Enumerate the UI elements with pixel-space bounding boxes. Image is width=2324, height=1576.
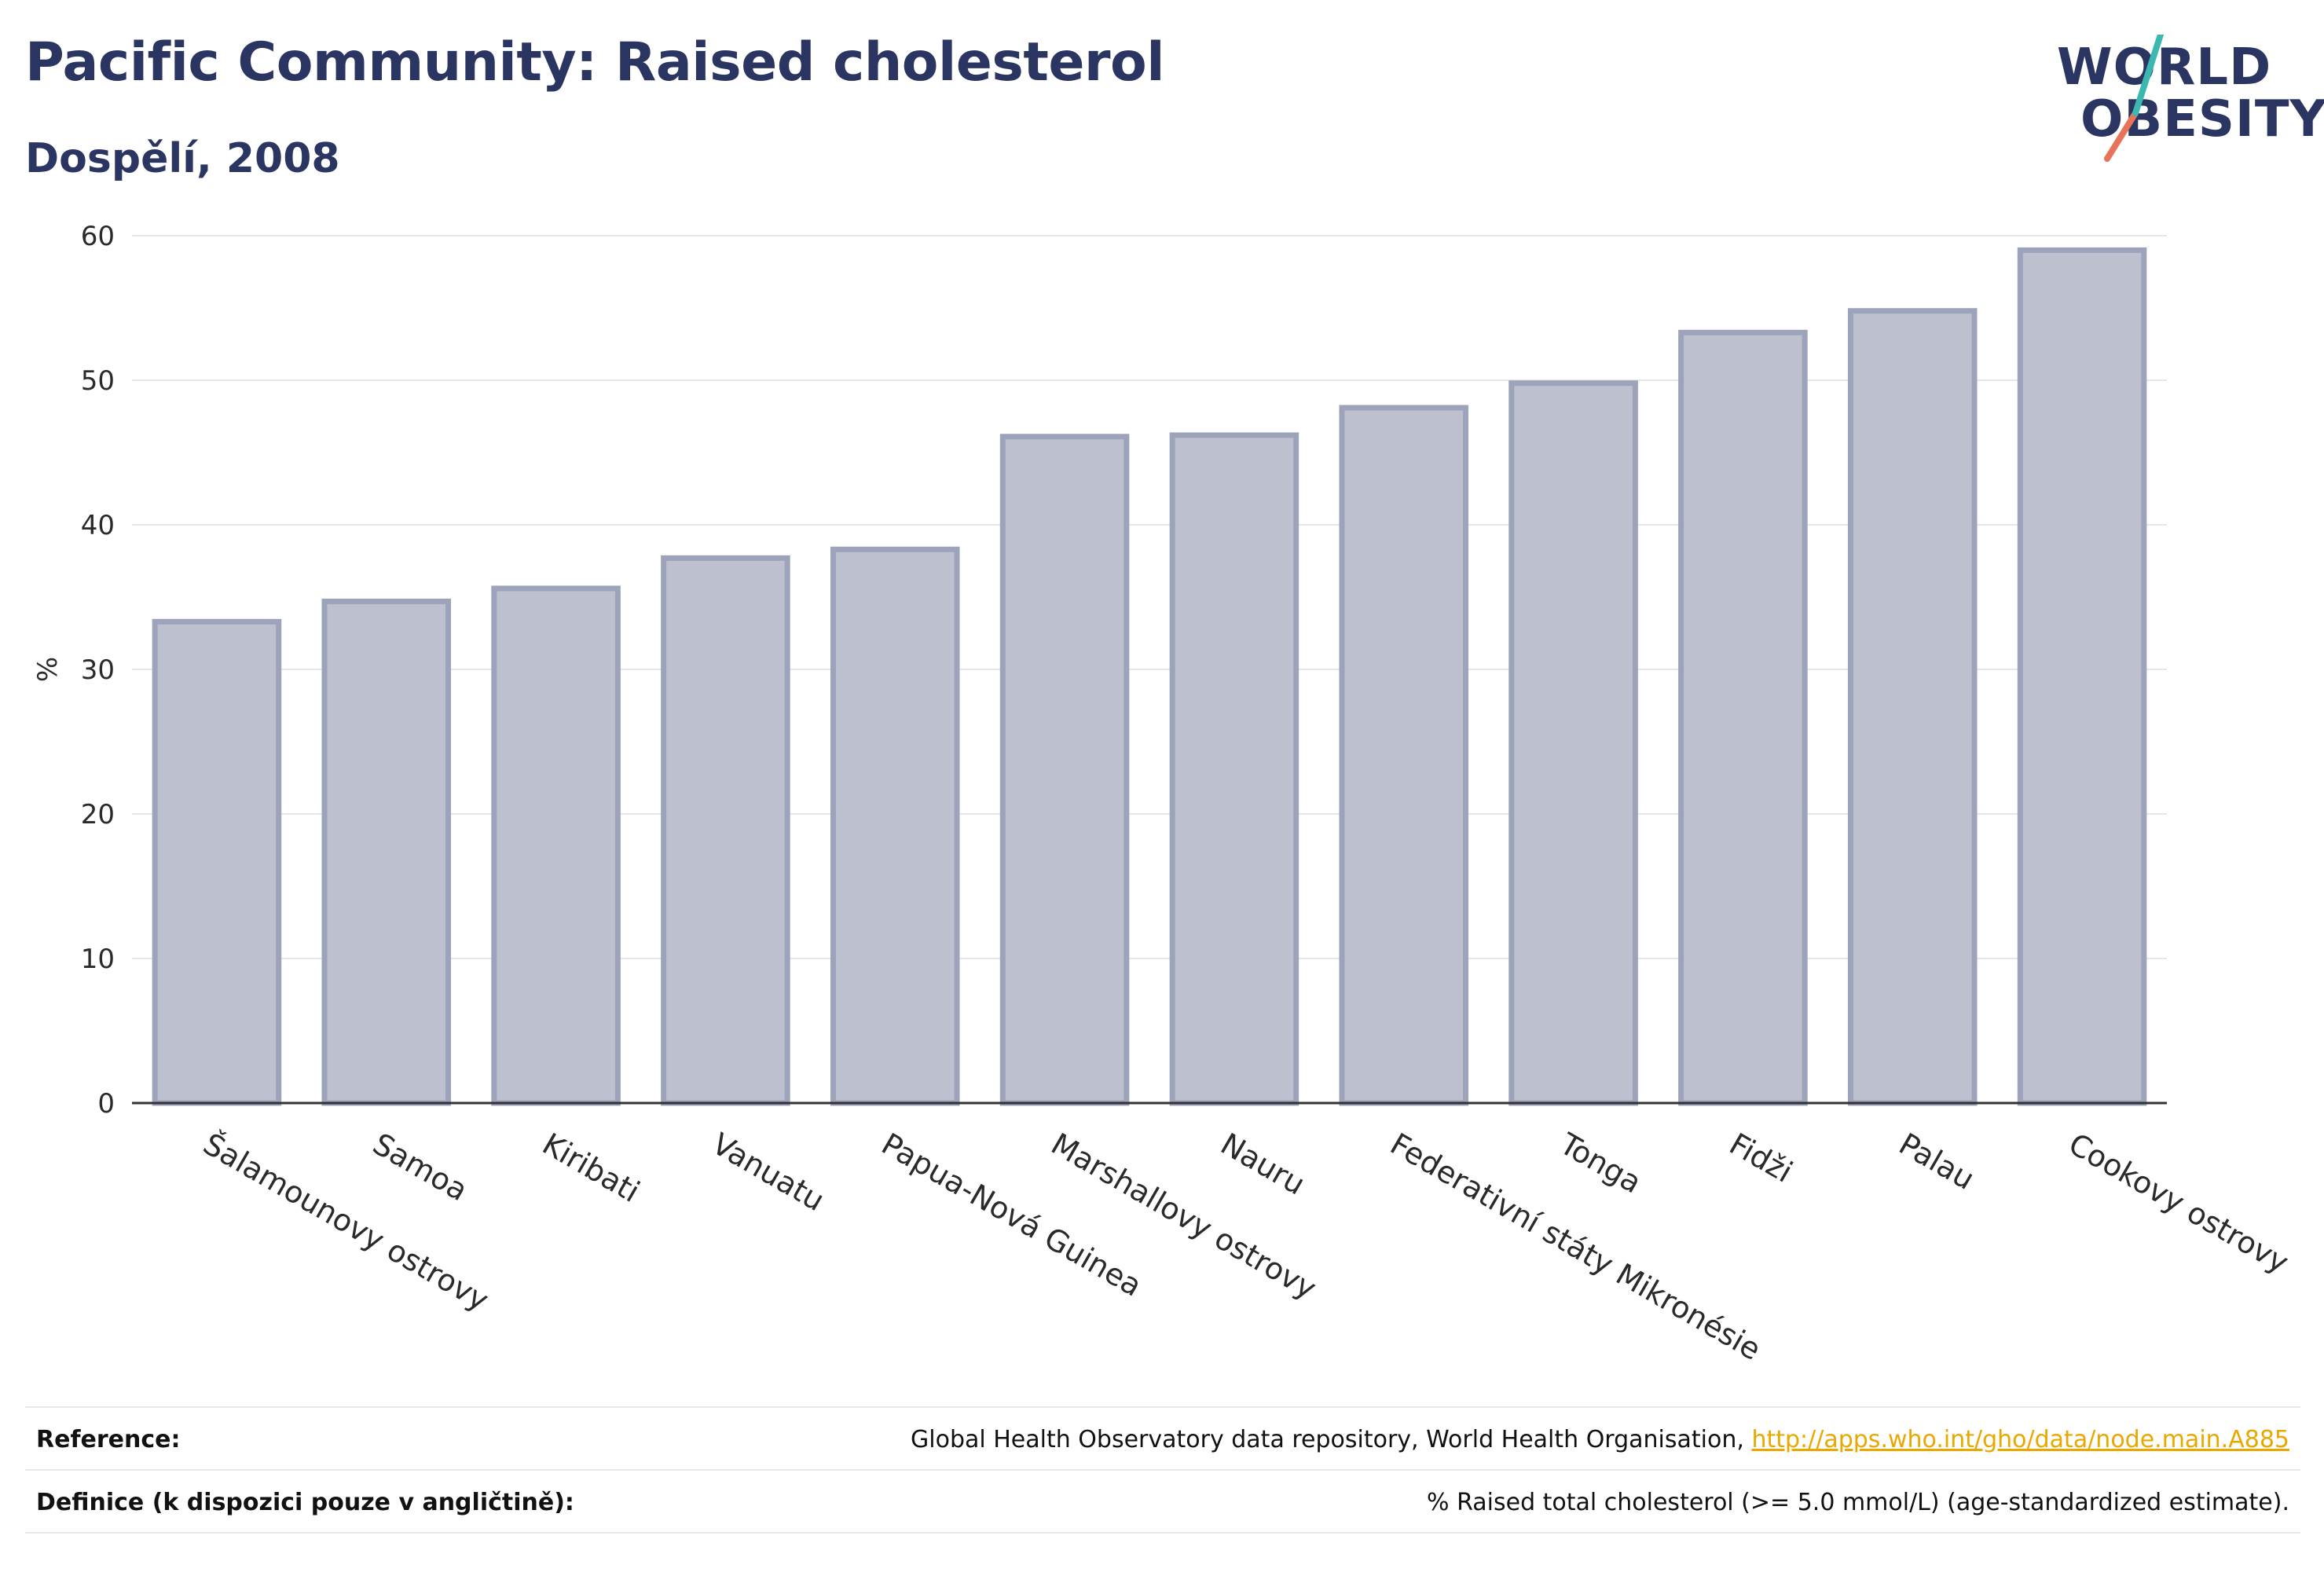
y-axis-label: % — [32, 657, 64, 682]
logo-line-world: WORLD — [2057, 38, 2272, 97]
y-tick-label: 50 — [81, 365, 115, 397]
definition-label: Definice (k dispozici pouze v angličtině… — [36, 1488, 574, 1516]
y-tick-label: 40 — [81, 510, 115, 541]
x-tick-label: Vanuatu — [706, 1127, 830, 1218]
bar[interactable] — [491, 585, 621, 1106]
y-tick-label: 30 — [81, 654, 115, 686]
definition-value: % Raised total cholesterol (>= 5.0 mmol/… — [1427, 1488, 2289, 1516]
x-tick-label: Šalamounovy ostrovy — [197, 1127, 494, 1318]
bar[interactable] — [999, 434, 1130, 1106]
chart-subtitle: Dospělí, 2008 — [25, 135, 340, 182]
x-tick-label: Kiribati — [537, 1127, 646, 1209]
x-tick-label: Nauru — [1215, 1127, 1310, 1202]
logo-slash-icon — [2104, 35, 2164, 162]
reference-label: Reference: — [36, 1425, 181, 1453]
x-tick-label: Tonga — [1553, 1126, 1647, 1200]
x-tick-label: Marshallovy ostrovy — [1046, 1127, 1322, 1307]
reference-link[interactable]: http://apps.who.int/gho/data/node.main.A… — [1751, 1425, 2289, 1453]
chart-title: Pacific Community: Raised cholesterol — [25, 31, 1165, 93]
bars — [152, 247, 2147, 1106]
bar[interactable] — [1508, 380, 1638, 1106]
bar[interactable] — [661, 555, 790, 1106]
x-tick-label: Fidži — [1724, 1127, 1798, 1189]
bar[interactable] — [152, 618, 282, 1106]
bar[interactable] — [830, 546, 960, 1106]
x-tick-label: Cookovy ostrovy — [2063, 1127, 2295, 1281]
bar[interactable] — [1847, 308, 1978, 1106]
bar[interactable] — [1339, 405, 1469, 1106]
y-tick-label: 0 — [97, 1088, 115, 1120]
definition-row: Definice (k dispozici pouze v angličtině… — [25, 1469, 2300, 1534]
x-tick-label: Palau — [1893, 1127, 1981, 1197]
world-obesity-logo[interactable]: WORLD OBESITY — [2043, 35, 2324, 168]
grid-lines — [132, 235, 2167, 959]
y-tick-label: 10 — [81, 944, 115, 975]
bar[interactable] — [2017, 247, 2147, 1106]
bar[interactable] — [1678, 329, 1808, 1106]
y-tick-label: 60 — [81, 221, 115, 252]
reference-text: Global Health Observatory data repositor… — [911, 1425, 1752, 1453]
bar[interactable] — [321, 599, 452, 1106]
reference-value: Global Health Observatory data repositor… — [911, 1426, 2300, 1453]
y-tick-label: 20 — [81, 799, 115, 830]
x-tick-label: Samoa — [367, 1127, 473, 1208]
reference-row: Reference: Global Health Observatory dat… — [25, 1406, 2300, 1471]
footer-divider — [25, 1532, 2300, 1534]
bar[interactable] — [1169, 432, 1299, 1106]
